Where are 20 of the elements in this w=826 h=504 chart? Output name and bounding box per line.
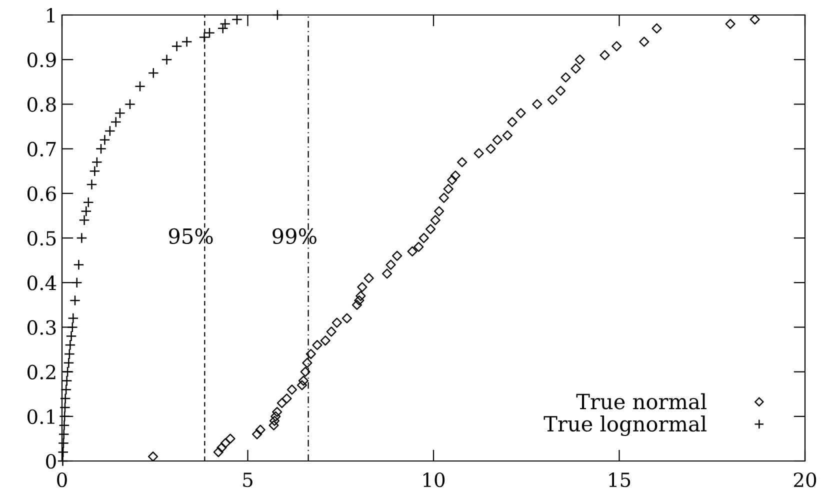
y-tick-label: 0.7 bbox=[28, 142, 56, 156]
legend-label: True normal bbox=[576, 393, 706, 410]
x-tick-label: 15 bbox=[609, 472, 630, 488]
y-tick-label: 0.1 bbox=[28, 409, 54, 424]
y-tick-label: 0.6 bbox=[28, 186, 56, 202]
y-tick-label: 0 bbox=[46, 454, 56, 469]
y-tick-label: 1 bbox=[47, 8, 54, 22]
y-tick-label: 0.2 bbox=[28, 364, 56, 380]
annotation: 95% bbox=[168, 228, 213, 244]
y-tick-label: 0.4 bbox=[28, 276, 56, 290]
y-tick-label: 0.8 bbox=[28, 97, 56, 112]
x-tick-label: 5 bbox=[243, 472, 252, 488]
x-tick-label: 20 bbox=[794, 472, 816, 488]
y-tick-label: 0.5 bbox=[28, 230, 56, 246]
x-tick-label: 0 bbox=[57, 472, 67, 488]
y-tick-label: 0.3 bbox=[28, 320, 56, 335]
y-tick-label: 0.9 bbox=[28, 52, 56, 68]
legend-label: True lognormal bbox=[544, 416, 706, 436]
annotation: 99% bbox=[272, 228, 316, 244]
x-tick-label: 10 bbox=[424, 472, 445, 488]
